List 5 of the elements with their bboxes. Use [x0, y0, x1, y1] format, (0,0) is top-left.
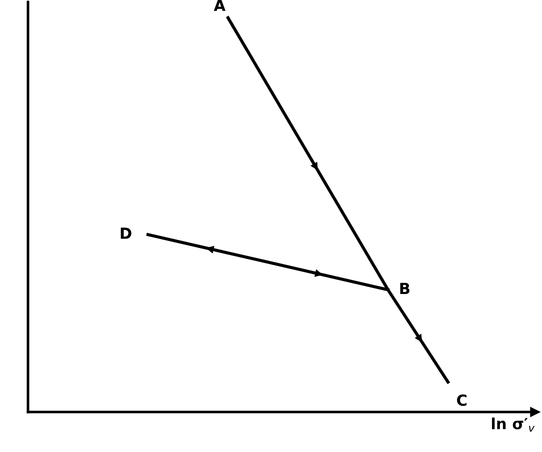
- annotation: B: [400, 282, 410, 294]
- annotation: C: [457, 394, 467, 406]
- x-axis-title: ln σ′$_{v}$: [492, 418, 535, 432]
- text: D: [120, 228, 132, 239]
- text: A: [214, 0, 226, 11]
